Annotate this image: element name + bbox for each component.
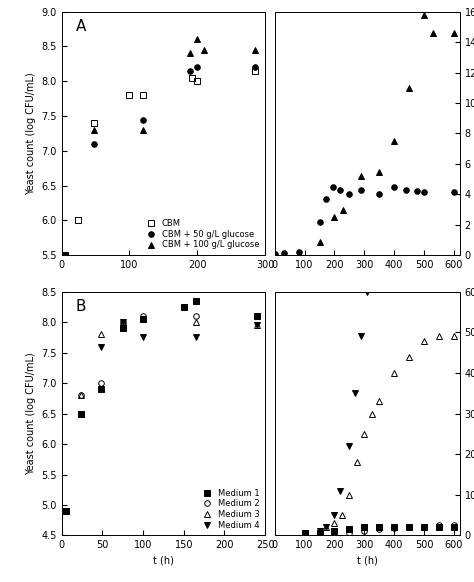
X-axis label: t (h): t (h) <box>153 556 174 566</box>
Y-axis label: Yeast count (log CFU/mL): Yeast count (log CFU/mL) <box>26 72 36 195</box>
Text: A: A <box>76 19 86 34</box>
X-axis label: t (h): t (h) <box>357 556 378 566</box>
Text: B: B <box>76 299 86 314</box>
Legend: CBM, CBM + 50 g/L glucose, CBM + 100 g/L glucose: CBM, CBM + 50 g/L glucose, CBM + 100 g/L… <box>141 218 261 251</box>
Y-axis label: Yeast count (log CFU/mL): Yeast count (log CFU/mL) <box>26 352 36 475</box>
Legend: Medium 1, Medium 2, Medium 3, Medium 4: Medium 1, Medium 2, Medium 3, Medium 4 <box>197 487 261 531</box>
